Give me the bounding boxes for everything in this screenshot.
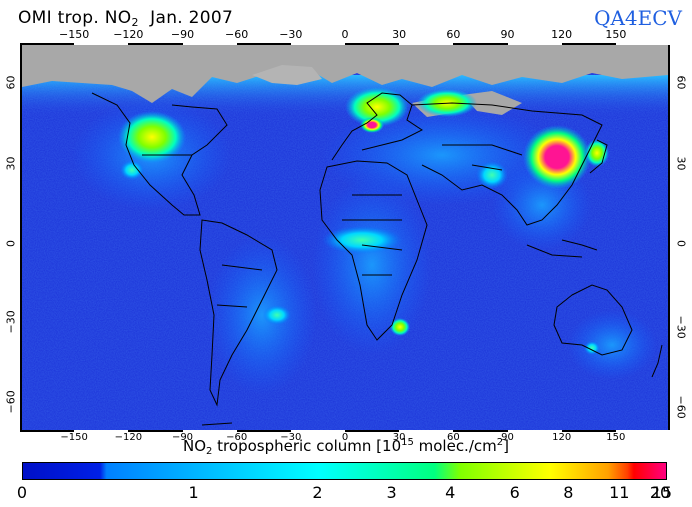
colorbar-tick-label: 3 — [386, 483, 397, 502]
frame-tick — [615, 430, 670, 432]
cbar-title-sup: 15 — [401, 437, 414, 448]
y-tick-label: −60 — [674, 395, 688, 419]
colorbar-tick-label: 20 — [649, 483, 671, 502]
colorbar-tick-label: 11 — [609, 483, 630, 502]
colorbar-tick-label: 0 — [16, 483, 28, 502]
cbar-title-prefix: NO — [183, 437, 207, 455]
y-tick-label: 60 — [4, 75, 18, 90]
colorbar — [22, 462, 667, 480]
x-tick-label: −120 — [114, 432, 143, 443]
x-tick-label: 150 — [605, 28, 627, 41]
x-tick-label: 60 — [446, 432, 460, 443]
x-tick-label: 0 — [341, 28, 349, 41]
cbar-title-sup2: 2 — [496, 437, 504, 448]
x-tick-label: 120 — [551, 28, 573, 41]
x-tick-label: −150 — [60, 432, 88, 443]
frame-tick — [507, 430, 562, 432]
frame-tick — [290, 43, 345, 45]
colorbar-tick-label: 2 — [312, 483, 323, 502]
title-subscript: 2 — [131, 16, 139, 29]
x-tick-label: −60 — [226, 432, 248, 443]
frame-tick — [615, 43, 670, 45]
colorbar-tick-label: 6 — [509, 483, 520, 502]
y-tick-label: 0 — [4, 240, 18, 248]
y-tick-label: 0 — [674, 240, 688, 248]
x-tick-label: 0 — [341, 432, 349, 443]
y-tick-label: 30 — [674, 156, 688, 171]
frame-tick — [182, 430, 237, 432]
colorbar-tick-label: 1 — [188, 483, 199, 502]
frame-tick — [74, 43, 129, 45]
x-tick-label: −150 — [59, 28, 90, 41]
x-tick-label: −30 — [279, 28, 303, 41]
x-tick-label: 30 — [392, 28, 407, 41]
x-tick-label: −120 — [113, 28, 144, 41]
y-tick-label: −30 — [4, 309, 18, 334]
x-tick-label: 90 — [501, 432, 514, 443]
x-tick-label: 150 — [606, 432, 626, 443]
x-tick-label: −30 — [280, 432, 302, 443]
title-suffix: Jan. 2007 — [138, 8, 234, 28]
frame-tick — [399, 43, 454, 45]
cbar-title-sub: 2 — [206, 446, 213, 457]
brand-label: QA4ECV — [594, 6, 682, 30]
colorbar-tick-label: 8 — [563, 483, 574, 502]
frame-tick — [507, 43, 562, 45]
y-tick-label: 60 — [674, 75, 688, 90]
cbar-title-middle: tropospheric column [10 — [212, 437, 402, 455]
no2-map — [20, 43, 670, 432]
x-tick-label: −60 — [225, 28, 249, 41]
frame-tick — [182, 43, 237, 45]
colorbar-tick-label: 4 — [445, 483, 456, 502]
x-tick-label: 120 — [552, 432, 572, 443]
title-prefix: OMI trop. NO — [18, 8, 132, 28]
colorbar-tick-label: 15 — [651, 483, 673, 502]
cbar-title-close: ] — [503, 437, 509, 455]
y-tick-label: 30 — [4, 156, 18, 171]
frame-tick — [290, 430, 345, 432]
frame-tick — [399, 430, 454, 432]
map-title: OMI trop. NO2 Jan. 2007 — [18, 8, 233, 29]
frame-tick — [74, 430, 129, 432]
cbar-title-suffix: molec./cm — [413, 437, 497, 455]
x-tick-label: 90 — [500, 28, 515, 41]
y-tick-label: −30 — [674, 315, 688, 339]
world-map-svg — [22, 45, 668, 430]
x-tick-label: −90 — [171, 432, 194, 443]
x-tick-label: −90 — [170, 28, 195, 41]
colorbar-title: NO2 tropospheric column [1015 molec./cm2… — [0, 437, 692, 457]
x-tick-label: 60 — [446, 28, 461, 41]
y-tick-label: −60 — [4, 390, 18, 414]
x-tick-label: 30 — [392, 432, 406, 443]
